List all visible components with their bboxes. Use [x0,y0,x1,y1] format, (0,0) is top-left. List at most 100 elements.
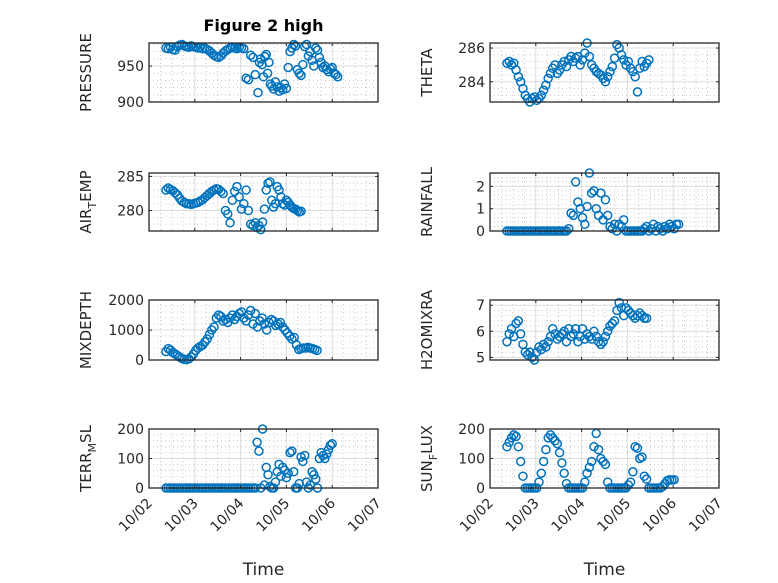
data-point [163,44,173,54]
data-point [616,50,627,60]
data-point [332,72,343,82]
y-tick-label: 5 [476,350,485,366]
data-point [161,185,171,195]
data-point [582,468,592,478]
data-point [204,329,215,340]
y-axis-label: PRESSURE [77,33,95,112]
y-tick-label: 100 [117,452,144,468]
y-axis-label: RAINFALL [418,166,436,237]
data-point [550,329,560,339]
data-point [525,347,535,357]
data-point [261,49,271,60]
data-point [216,186,226,197]
data-point [584,462,595,473]
subplot-rainfall: 0 1 2 RAINFALL [418,166,720,240]
data-point [614,297,624,308]
data-point [554,447,565,458]
data-point [223,209,233,219]
data-point [275,317,286,328]
data-point [254,446,264,456]
data-point [536,344,547,355]
data-point [547,323,558,334]
data-point [239,198,249,209]
data-point [298,456,308,467]
data-point [534,342,544,352]
data-point [253,87,263,98]
data-point [296,206,306,216]
data-point [575,60,585,70]
data-point [283,468,293,478]
data-point [218,188,228,199]
data-point [607,318,618,329]
data-point [531,347,542,357]
axes-box [489,172,720,232]
data-point [543,73,553,84]
data-point [331,69,341,80]
data-point [170,188,180,198]
data-point [213,310,224,320]
data-point [628,467,638,477]
x-tick-label: 10/03 [503,496,543,536]
x-axis-label: Time [242,560,285,580]
y-tick-label: 200 [117,422,144,438]
data-point [243,74,254,85]
x-tick-label: 10/05 [253,496,293,536]
x-tick-label: 10/06 [640,495,680,535]
data-point [250,308,261,319]
x-tick-label: 10/02 [457,496,497,536]
data-point [504,329,514,339]
data-point [320,453,330,464]
data-point [312,345,322,356]
data-point [259,204,270,214]
data-point [325,440,336,450]
data-point [310,474,321,484]
data-point [673,219,684,230]
data-point [241,73,251,84]
data-point [321,64,332,75]
data-point [580,477,590,487]
data-point [557,458,567,468]
data-point [584,51,595,62]
data-point [598,336,608,347]
data-point [559,468,569,478]
y-tick-label: 286 [458,41,485,57]
data-point [281,83,292,94]
data-point [559,326,569,337]
data-point [662,224,672,234]
y-tick-label: 284 [458,75,485,91]
data-point [259,319,270,329]
data-point [299,450,310,461]
data-point [327,439,337,449]
data-point [266,314,277,325]
x-tick-label: 10/04 [549,495,589,535]
data-point [229,186,240,197]
data-point [632,443,643,453]
y-tick-label: 0 [135,481,144,497]
data-point [609,316,620,326]
x-tick-label: 10/05 [594,496,634,536]
data-point [257,313,267,323]
data-point [655,224,666,234]
data-point [515,456,526,467]
data-point [536,90,547,101]
data-point [639,224,650,234]
data-point [570,323,581,334]
data-point [241,185,251,195]
subplot-theta: 284 286 THETA [418,38,720,107]
data-point [518,471,528,481]
data-point [281,472,292,483]
y-tick-label: 1 [476,202,485,218]
y-tick-label: 2 [476,179,485,195]
data-point [543,336,553,347]
data-point [541,342,551,352]
data-point [287,334,297,344]
data-point [279,79,290,89]
data-point [298,59,308,70]
subplot-pressure: 900 950 PRESSURE Figure 2 high [77,16,379,112]
data-point [669,474,679,485]
data-point [257,217,268,227]
data-point [287,446,297,456]
data-point [641,474,652,484]
data-point [294,68,304,78]
